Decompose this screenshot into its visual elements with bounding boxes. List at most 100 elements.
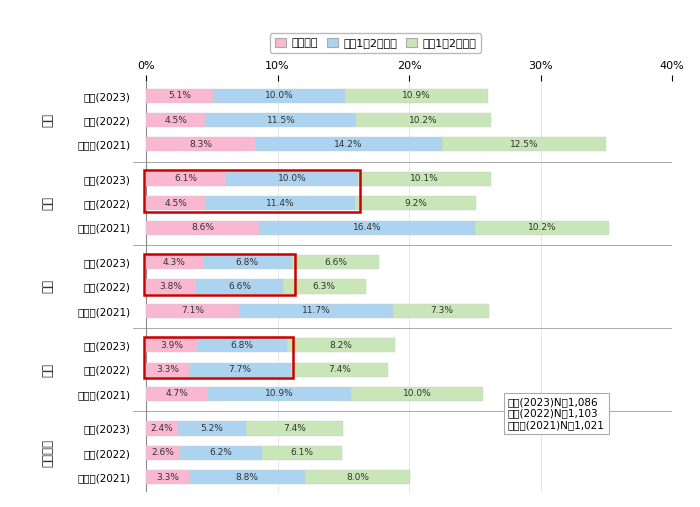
Bar	[246, 421, 343, 436]
Text: 6.8%: 6.8%	[230, 341, 253, 350]
Bar	[144, 337, 293, 378]
Bar	[239, 304, 393, 318]
Bar	[287, 338, 395, 352]
Text: 4.7%: 4.7%	[166, 389, 188, 399]
Bar	[196, 279, 283, 294]
Bar	[146, 470, 190, 484]
Text: 6.1%: 6.1%	[175, 174, 197, 184]
Text: 上司: 上司	[41, 113, 54, 127]
Text: 3.9%: 3.9%	[160, 341, 183, 350]
Text: 11.5%: 11.5%	[267, 116, 295, 125]
Bar	[351, 387, 483, 401]
Text: 14.2%: 14.2%	[335, 140, 363, 149]
Text: 10.0%: 10.0%	[278, 174, 307, 184]
Bar	[208, 387, 351, 401]
Text: 4.5%: 4.5%	[164, 116, 187, 125]
Bar	[475, 221, 609, 235]
Bar	[146, 363, 190, 377]
Bar	[442, 137, 606, 152]
Text: 10.1%: 10.1%	[410, 174, 439, 184]
Text: 3.3%: 3.3%	[156, 365, 179, 374]
Bar	[205, 113, 356, 127]
Text: 9.2%: 9.2%	[404, 199, 427, 208]
Bar	[344, 89, 488, 103]
Bar	[356, 113, 491, 127]
Bar	[290, 363, 388, 377]
Bar	[144, 170, 360, 212]
Text: 4.5%: 4.5%	[164, 199, 187, 208]
Text: 組織長等: 組織長等	[41, 439, 54, 467]
Text: 12.5%: 12.5%	[510, 140, 538, 149]
Text: 6.6%: 6.6%	[324, 258, 347, 267]
Bar	[283, 279, 365, 294]
Text: 8.0%: 8.0%	[346, 473, 370, 482]
Legend: ほぼ毎日, 週に1，2回程度, 月に1，2回程度: ほぼ毎日, 週に1，2回程度, 月に1，2回程度	[270, 33, 481, 53]
Bar	[178, 421, 246, 436]
Bar	[203, 255, 292, 269]
Text: 7.1%: 7.1%	[181, 306, 204, 315]
Text: 3.8%: 3.8%	[160, 282, 183, 291]
Bar	[259, 221, 475, 235]
Text: 8.3%: 8.3%	[189, 140, 212, 149]
Bar	[305, 470, 410, 484]
Bar	[146, 338, 197, 352]
Bar	[262, 446, 342, 460]
Text: 8.6%: 8.6%	[191, 223, 214, 232]
Bar	[146, 279, 196, 294]
Text: 10.0%: 10.0%	[402, 389, 431, 399]
Text: 6.2%: 6.2%	[209, 448, 232, 457]
Text: 6.3%: 6.3%	[313, 282, 336, 291]
Text: 10.9%: 10.9%	[402, 91, 430, 100]
Bar	[146, 137, 256, 152]
Text: 7.4%: 7.4%	[284, 424, 306, 433]
Text: 7.7%: 7.7%	[229, 365, 251, 374]
Text: 10.0%: 10.0%	[265, 91, 293, 100]
Text: 顧客: 顧客	[41, 363, 54, 377]
Bar	[197, 338, 287, 352]
Text: 7.4%: 7.4%	[328, 365, 351, 374]
Text: 10.2%: 10.2%	[528, 223, 556, 232]
Bar	[355, 196, 476, 210]
Text: 5.2%: 5.2%	[200, 424, 223, 433]
Bar	[190, 470, 305, 484]
Text: 部下: 部下	[41, 279, 54, 294]
Text: 2.6%: 2.6%	[152, 448, 175, 457]
Text: 6.8%: 6.8%	[236, 258, 259, 267]
Bar	[292, 255, 379, 269]
Text: 16.4%: 16.4%	[353, 223, 382, 232]
Text: 8.8%: 8.8%	[236, 473, 259, 482]
Text: 今回(2023)N＝1,086
前回(2022)N＝1,103
前々回(2021)N＝1,021: 今回(2023)N＝1,086 前回(2022)N＝1,103 前々回(2021…	[508, 397, 605, 430]
Bar	[146, 304, 239, 318]
Text: 11.4%: 11.4%	[266, 199, 295, 208]
Bar	[146, 221, 259, 235]
Bar	[181, 446, 262, 460]
Bar	[190, 363, 290, 377]
Bar	[256, 137, 442, 152]
Bar	[146, 89, 214, 103]
Text: 同僚: 同僚	[41, 196, 54, 210]
Bar	[393, 304, 489, 318]
Bar	[146, 387, 208, 401]
Text: 5.1%: 5.1%	[168, 91, 191, 100]
Bar	[146, 255, 203, 269]
Text: 6.1%: 6.1%	[290, 448, 314, 457]
Text: 3.3%: 3.3%	[156, 473, 179, 482]
Bar	[146, 446, 181, 460]
Bar	[146, 172, 226, 186]
Bar	[146, 196, 205, 210]
Bar	[146, 113, 205, 127]
Bar	[358, 172, 491, 186]
Bar	[205, 196, 355, 210]
Text: 7.3%: 7.3%	[430, 306, 453, 315]
Bar	[214, 89, 344, 103]
Text: 8.2%: 8.2%	[329, 341, 352, 350]
Text: 4.3%: 4.3%	[163, 258, 186, 267]
Text: 10.2%: 10.2%	[410, 116, 438, 125]
Text: 10.9%: 10.9%	[265, 389, 294, 399]
Bar	[144, 254, 295, 295]
Text: 2.4%: 2.4%	[150, 424, 174, 433]
Text: 11.7%: 11.7%	[302, 306, 331, 315]
Bar	[146, 421, 178, 436]
Text: 6.6%: 6.6%	[228, 282, 251, 291]
Bar	[226, 172, 358, 186]
